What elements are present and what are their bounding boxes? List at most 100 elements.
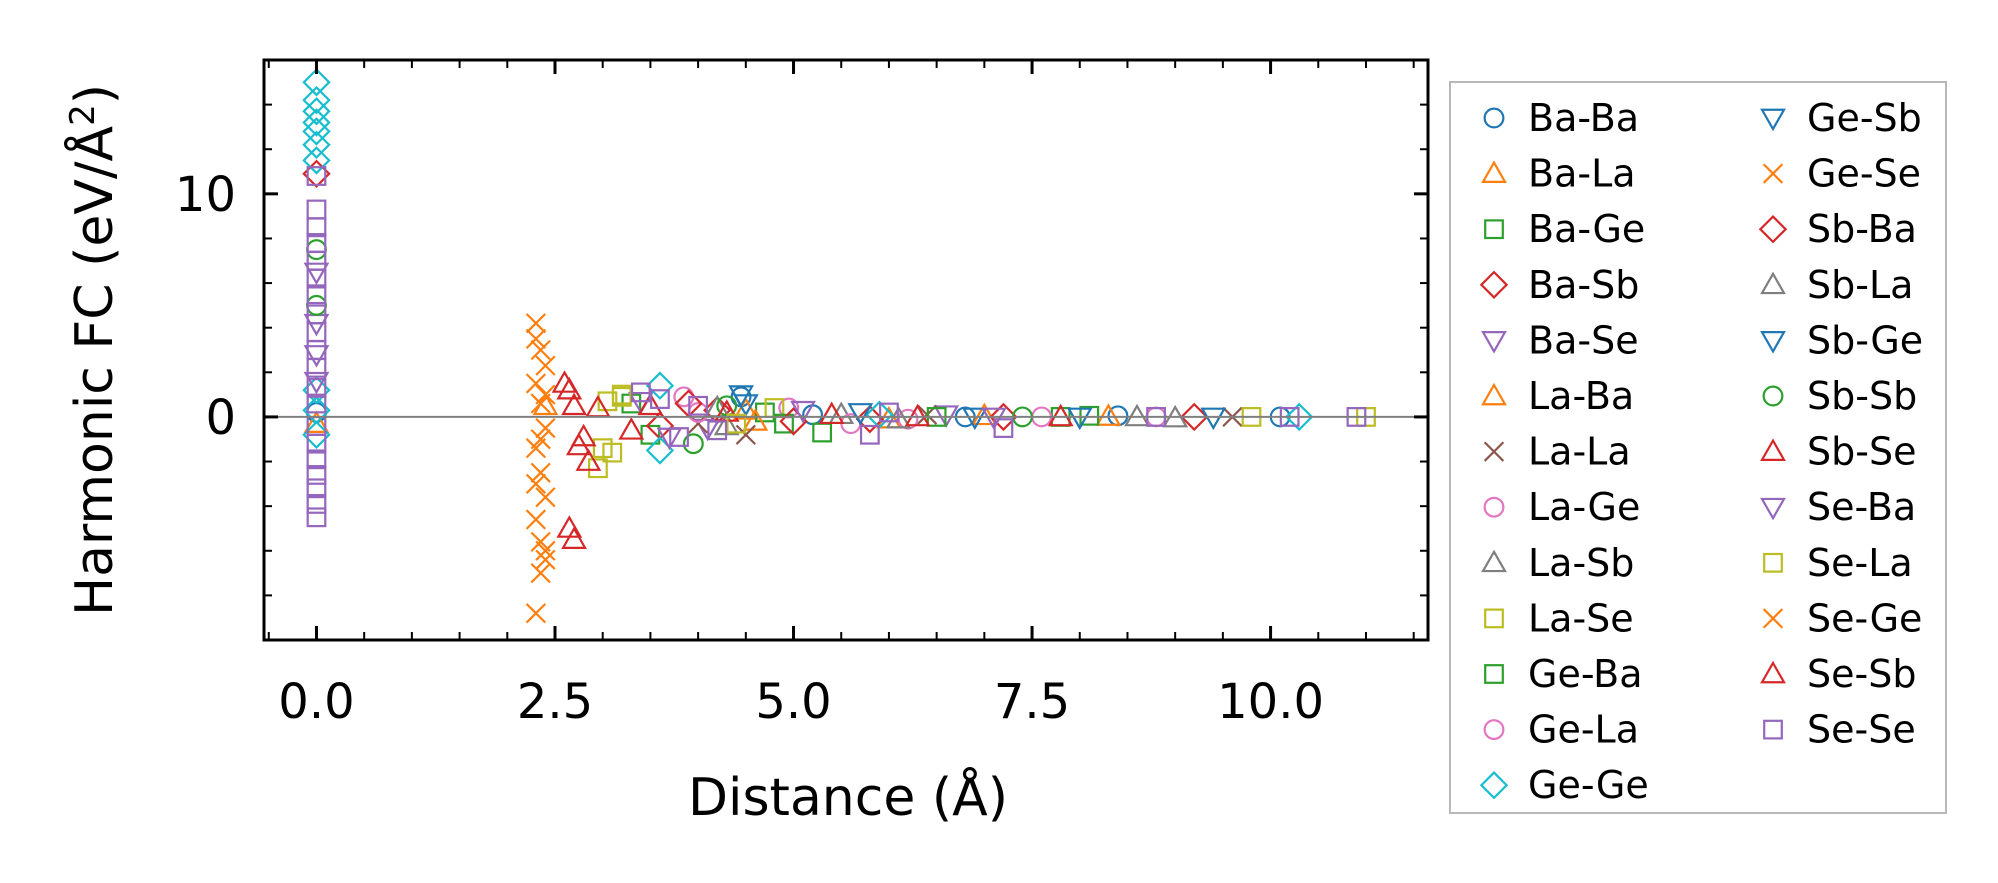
- x-tick-label: 5.0: [755, 674, 831, 730]
- legend-marker: [1481, 382, 1507, 406]
- x-tick-label: 10.0: [1217, 674, 1324, 730]
- data-point: [535, 355, 556, 376]
- data-point: [525, 328, 547, 349]
- legend-marker: [1758, 214, 1788, 244]
- legend-label: Ge-Ge: [1528, 763, 1649, 807]
- series-Se-Sb: [551, 370, 1074, 447]
- data-point: [561, 526, 587, 549]
- legend-label: Ge-Ba: [1528, 652, 1643, 696]
- legend-label: Sb-Se: [1807, 430, 1916, 474]
- data-point: [303, 345, 330, 368]
- data-point: [847, 403, 874, 426]
- series-Ge-Ge: [302, 68, 1314, 465]
- legend-marker: [1762, 163, 1784, 184]
- y-tick-label: 10: [175, 167, 236, 223]
- legend-label: La-Ba: [1528, 374, 1634, 418]
- data-point: [575, 448, 602, 471]
- legend-item: Ba-Ge: [1484, 207, 1645, 251]
- legend-marker: [1484, 608, 1504, 629]
- data-point: [302, 97, 331, 126]
- data-point: [1066, 407, 1093, 431]
- data-point: [306, 449, 327, 470]
- legend-item: Sb-Ge: [1760, 318, 1923, 362]
- data-point: [993, 418, 1014, 438]
- data-point: [306, 378, 327, 398]
- data-point: [855, 404, 885, 434]
- legend-marker: [1481, 549, 1507, 573]
- data-point: [525, 603, 547, 624]
- data-point: [530, 462, 551, 483]
- data-point: [561, 392, 587, 416]
- legend-item: La-Ba: [1481, 374, 1634, 418]
- data-point: [1200, 407, 1227, 431]
- legend-item: Ba-Se: [1481, 318, 1639, 362]
- data-point: [650, 389, 670, 409]
- legend-label: Ge-Sb: [1807, 96, 1922, 140]
- data-point: [306, 166, 327, 186]
- legend-marker: [1484, 219, 1504, 240]
- data-point: [530, 429, 551, 450]
- data-point: [530, 339, 551, 361]
- data-point: [525, 473, 547, 494]
- data-point: [735, 424, 756, 445]
- data-point: [306, 494, 327, 514]
- data-point: [597, 391, 618, 412]
- legend-marker: [1481, 160, 1507, 183]
- data-point: [302, 146, 331, 175]
- legend-item: Ba-Sb: [1479, 263, 1639, 307]
- legend-item: La-Sb: [1481, 541, 1634, 585]
- x-tick-label: 2.5: [517, 674, 593, 730]
- data-point: [302, 108, 331, 137]
- data-point: [303, 371, 330, 395]
- legend-item: Sb-La: [1760, 263, 1913, 307]
- data-point: [570, 423, 597, 447]
- data-point: [302, 85, 331, 115]
- data-point: [682, 433, 704, 455]
- legend-item: Se-Ge: [1762, 596, 1922, 640]
- data-point: [1284, 402, 1314, 432]
- legend-item: Ge-La: [1483, 708, 1639, 752]
- legend-label: Se-Ge: [1807, 596, 1922, 640]
- data-point: [535, 549, 556, 570]
- data-point: [732, 394, 759, 417]
- legend-marker: [1762, 608, 1784, 629]
- data-point: [812, 422, 833, 443]
- data-point: [302, 68, 331, 97]
- legend-item: La-Ge: [1483, 485, 1640, 529]
- x-tick-label: 0.0: [278, 674, 354, 730]
- legend-item: Se-Ba: [1760, 485, 1916, 529]
- data-point: [306, 507, 327, 528]
- data-point: [742, 408, 769, 431]
- data-point: [306, 357, 327, 378]
- legend-label: La-Se: [1528, 596, 1634, 640]
- data-point: [818, 401, 845, 425]
- y-axis-label: Harmonic FC (eV/Å2): [63, 84, 125, 616]
- legend-label: Sb-Ba: [1807, 207, 1917, 251]
- data-point: [306, 199, 327, 220]
- data-point: [525, 373, 547, 394]
- data-point: [303, 262, 330, 286]
- legend-item: Ge-Sb: [1760, 96, 1922, 140]
- data-point: [306, 465, 327, 485]
- data-point: [306, 284, 327, 305]
- legend-label: Ba-Ba: [1528, 96, 1639, 140]
- legend-label: Se-Se: [1807, 708, 1916, 752]
- data-point: [611, 384, 632, 405]
- data-point: [535, 384, 556, 405]
- x-axis-label: Distance (Å): [688, 766, 1008, 828]
- data-point: [303, 410, 330, 433]
- data-point: [879, 402, 899, 423]
- legend-item: La-Se: [1484, 596, 1634, 640]
- data-point: [989, 402, 1018, 432]
- data-point: [1079, 405, 1100, 426]
- data-point: [306, 393, 327, 414]
- legend-marker: [1760, 271, 1786, 295]
- series-Se-Ge: [525, 328, 556, 561]
- legend-item: Se-Sb: [1760, 652, 1916, 696]
- data-point: [306, 217, 327, 238]
- legend-marker: [1760, 660, 1786, 684]
- data-point: [306, 478, 327, 499]
- plot-frame: [262, 58, 1430, 642]
- data-point: [637, 392, 664, 416]
- data-point: [551, 370, 578, 393]
